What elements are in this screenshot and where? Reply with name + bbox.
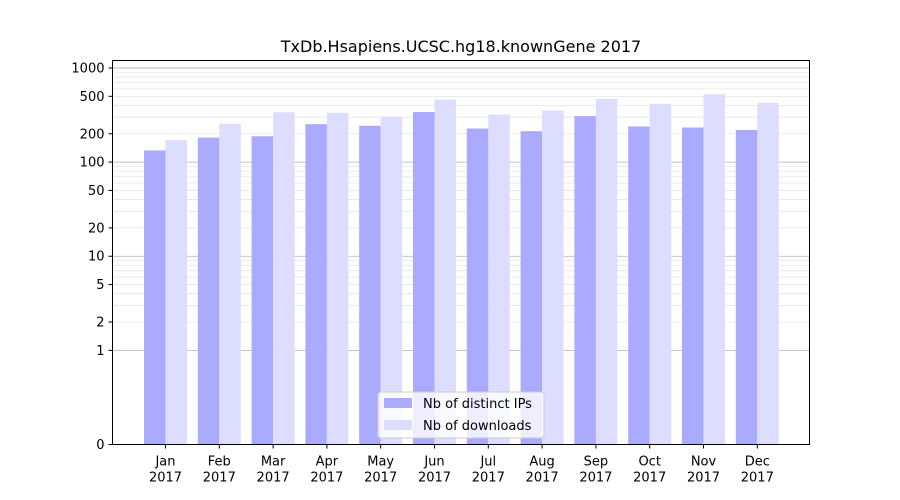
x-tick-label: Sep 2017: [579, 455, 612, 486]
bars: [144, 94, 779, 445]
x-tick-label: Aug 2017: [526, 455, 559, 486]
x-tick-label: Jan 2017: [149, 455, 182, 486]
plot-frame: [112, 60, 810, 445]
chart-title: TxDb.Hsapiens.UCSC.hg18.knownGene 2017: [280, 37, 641, 56]
bar-downloads: [703, 94, 725, 445]
y-tick-label: 10: [88, 250, 105, 265]
bar-distinct-ips: [466, 128, 489, 445]
x-tick-label: Apr 2017: [310, 455, 343, 486]
bar-downloads: [273, 112, 295, 445]
bar-downloads: [595, 98, 618, 445]
x-tick-label: May 2017: [364, 455, 397, 486]
x-axis: Jan 2017 Feb 2017 Mar 2017 Apr 2017 May 2017 Jun 20…: [149, 444, 774, 486]
bar-downloads: [165, 140, 187, 445]
bar-distinct-ips: [413, 112, 435, 445]
bar-distinct-ips: [197, 137, 220, 445]
x-tick-label: Jun 2017: [418, 455, 451, 486]
x-tick-label: Mar 2017: [257, 455, 290, 486]
y-tick-label: 50: [88, 184, 105, 199]
bar-distinct-ips: [628, 126, 650, 445]
x-tick-label: Feb 2017: [203, 455, 236, 486]
y-tick-label: 200: [80, 127, 105, 142]
y-tick-label: 20: [88, 221, 105, 236]
y-tick-label: 1: [96, 344, 104, 359]
bar-distinct-ips: [251, 136, 274, 445]
bar-downloads: [488, 114, 510, 445]
x-tick-label: Dec 2017: [741, 455, 774, 486]
legend: Nb of distinct IPs Nb of downloads: [377, 391, 545, 439]
y-tick-label: 100: [80, 156, 105, 171]
y-tick-label: 500: [80, 90, 105, 105]
bar-downloads: [326, 112, 349, 445]
bar-downloads: [380, 116, 403, 445]
y-tick-label: 0: [96, 438, 104, 453]
bar-distinct-ips: [682, 127, 704, 445]
bar-downloads: [542, 110, 564, 445]
y-axis: 0 1 2 5 10 20 50 100 200 500 1000: [71, 61, 113, 453]
bar-distinct-ips: [359, 125, 381, 445]
x-tick-label: Oct 2017: [633, 455, 666, 486]
bar-distinct-ips: [305, 124, 327, 445]
x-tick-label: Nov 2017: [687, 455, 720, 486]
bar-downloads: [434, 99, 456, 445]
legend-label-distinct-ips: Nb of distinct IPs: [423, 397, 532, 412]
x-tick-label: Jul 2017: [472, 455, 505, 486]
legend-label-downloads: Nb of downloads: [423, 419, 532, 434]
legend-swatch-distinct-ips: [384, 398, 412, 408]
legend-box: [377, 391, 545, 439]
legend-swatch-downloads: [384, 420, 412, 430]
bar-distinct-ips: [520, 131, 543, 445]
y-tick-label: 1000: [71, 61, 104, 76]
bar-downloads: [219, 123, 241, 445]
y-tick-label: 2: [96, 316, 104, 331]
y-tick-label: 5: [96, 278, 104, 293]
bar-downloads: [757, 102, 779, 445]
bar-downloads: [649, 103, 672, 445]
bar-distinct-ips: [735, 130, 758, 445]
bar-distinct-ips: [144, 150, 166, 445]
bar-distinct-ips: [574, 116, 596, 445]
